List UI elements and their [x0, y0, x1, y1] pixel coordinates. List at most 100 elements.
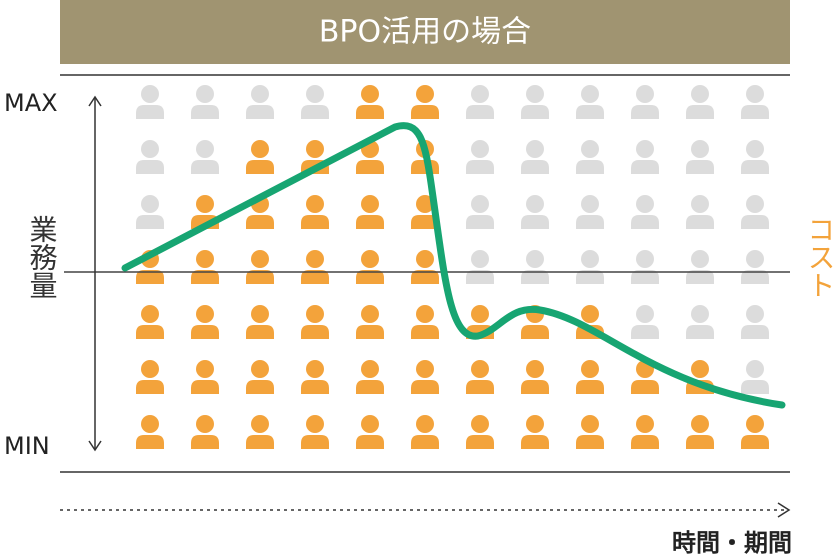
person-icon	[686, 415, 714, 449]
person-head	[416, 415, 434, 433]
person-head	[691, 140, 709, 158]
person-body	[301, 215, 329, 229]
person-body	[246, 105, 274, 119]
person-body	[466, 270, 494, 284]
column	[686, 85, 714, 449]
person-body	[136, 380, 164, 394]
person-body	[411, 325, 439, 339]
person-head	[746, 140, 764, 158]
person-icon	[301, 195, 329, 229]
person-head	[306, 415, 324, 433]
person-head	[141, 85, 159, 103]
person-body	[521, 105, 549, 119]
person-body	[521, 160, 549, 174]
person-head	[471, 195, 489, 213]
person-icon	[191, 360, 219, 394]
person-body	[631, 435, 659, 449]
person-head	[306, 85, 324, 103]
person-body	[301, 325, 329, 339]
person-icon	[521, 360, 549, 394]
person-icon	[191, 415, 219, 449]
column	[576, 85, 604, 449]
person-body	[246, 215, 274, 229]
person-head	[196, 85, 214, 103]
y-arrow-head	[88, 95, 102, 107]
column	[136, 85, 164, 449]
person-body	[356, 270, 384, 284]
person-head	[361, 250, 379, 268]
person-head	[526, 250, 544, 268]
person-body	[246, 380, 274, 394]
person-icon	[631, 250, 659, 284]
person-icon	[411, 85, 439, 119]
person-body	[521, 380, 549, 394]
person-head	[196, 415, 214, 433]
person-body	[466, 215, 494, 229]
chart-title: BPO活用の場合	[319, 15, 531, 50]
person-body	[741, 325, 769, 339]
person-icon	[576, 250, 604, 284]
person-body	[631, 270, 659, 284]
person-head	[196, 140, 214, 158]
person-head	[691, 250, 709, 268]
person-body	[301, 435, 329, 449]
person-head	[471, 415, 489, 433]
person-body	[576, 270, 604, 284]
person-head	[636, 140, 654, 158]
person-head	[581, 85, 599, 103]
person-icon	[466, 85, 494, 119]
person-icon	[576, 140, 604, 174]
person-head	[526, 195, 544, 213]
person-head	[416, 85, 434, 103]
person-head	[746, 85, 764, 103]
person-body	[686, 105, 714, 119]
person-head	[581, 305, 599, 323]
person-body	[191, 270, 219, 284]
person-icon	[576, 360, 604, 394]
person-icon	[686, 305, 714, 339]
person-icon	[411, 195, 439, 229]
person-body	[356, 325, 384, 339]
person-icon	[246, 140, 274, 174]
person-icon	[356, 195, 384, 229]
person-body	[686, 325, 714, 339]
person-body	[191, 160, 219, 174]
person-icon	[741, 140, 769, 174]
person-head	[251, 305, 269, 323]
person-icon	[631, 85, 659, 119]
column	[411, 85, 439, 449]
person-icon	[136, 415, 164, 449]
person-body	[741, 105, 769, 119]
column	[741, 85, 769, 449]
person-body	[576, 105, 604, 119]
person-head	[581, 195, 599, 213]
column	[356, 85, 384, 449]
person-icon	[191, 140, 219, 174]
person-body	[356, 105, 384, 119]
person-icon	[246, 250, 274, 284]
person-head	[141, 360, 159, 378]
person-head	[746, 250, 764, 268]
person-icon	[136, 85, 164, 119]
person-body	[356, 435, 384, 449]
person-icon	[576, 195, 604, 229]
person-icon	[356, 360, 384, 394]
person-icon	[741, 195, 769, 229]
person-head	[471, 85, 489, 103]
person-head	[471, 305, 489, 323]
person-head	[196, 305, 214, 323]
person-icon	[191, 85, 219, 119]
person-body	[741, 270, 769, 284]
person-body	[521, 325, 549, 339]
person-icon	[136, 195, 164, 229]
person-head	[581, 415, 599, 433]
person-icon	[686, 195, 714, 229]
person-icon	[466, 415, 494, 449]
person-head	[471, 140, 489, 158]
person-icon	[246, 305, 274, 339]
person-head	[746, 195, 764, 213]
person-head	[691, 195, 709, 213]
person-body	[466, 435, 494, 449]
person-body	[136, 215, 164, 229]
